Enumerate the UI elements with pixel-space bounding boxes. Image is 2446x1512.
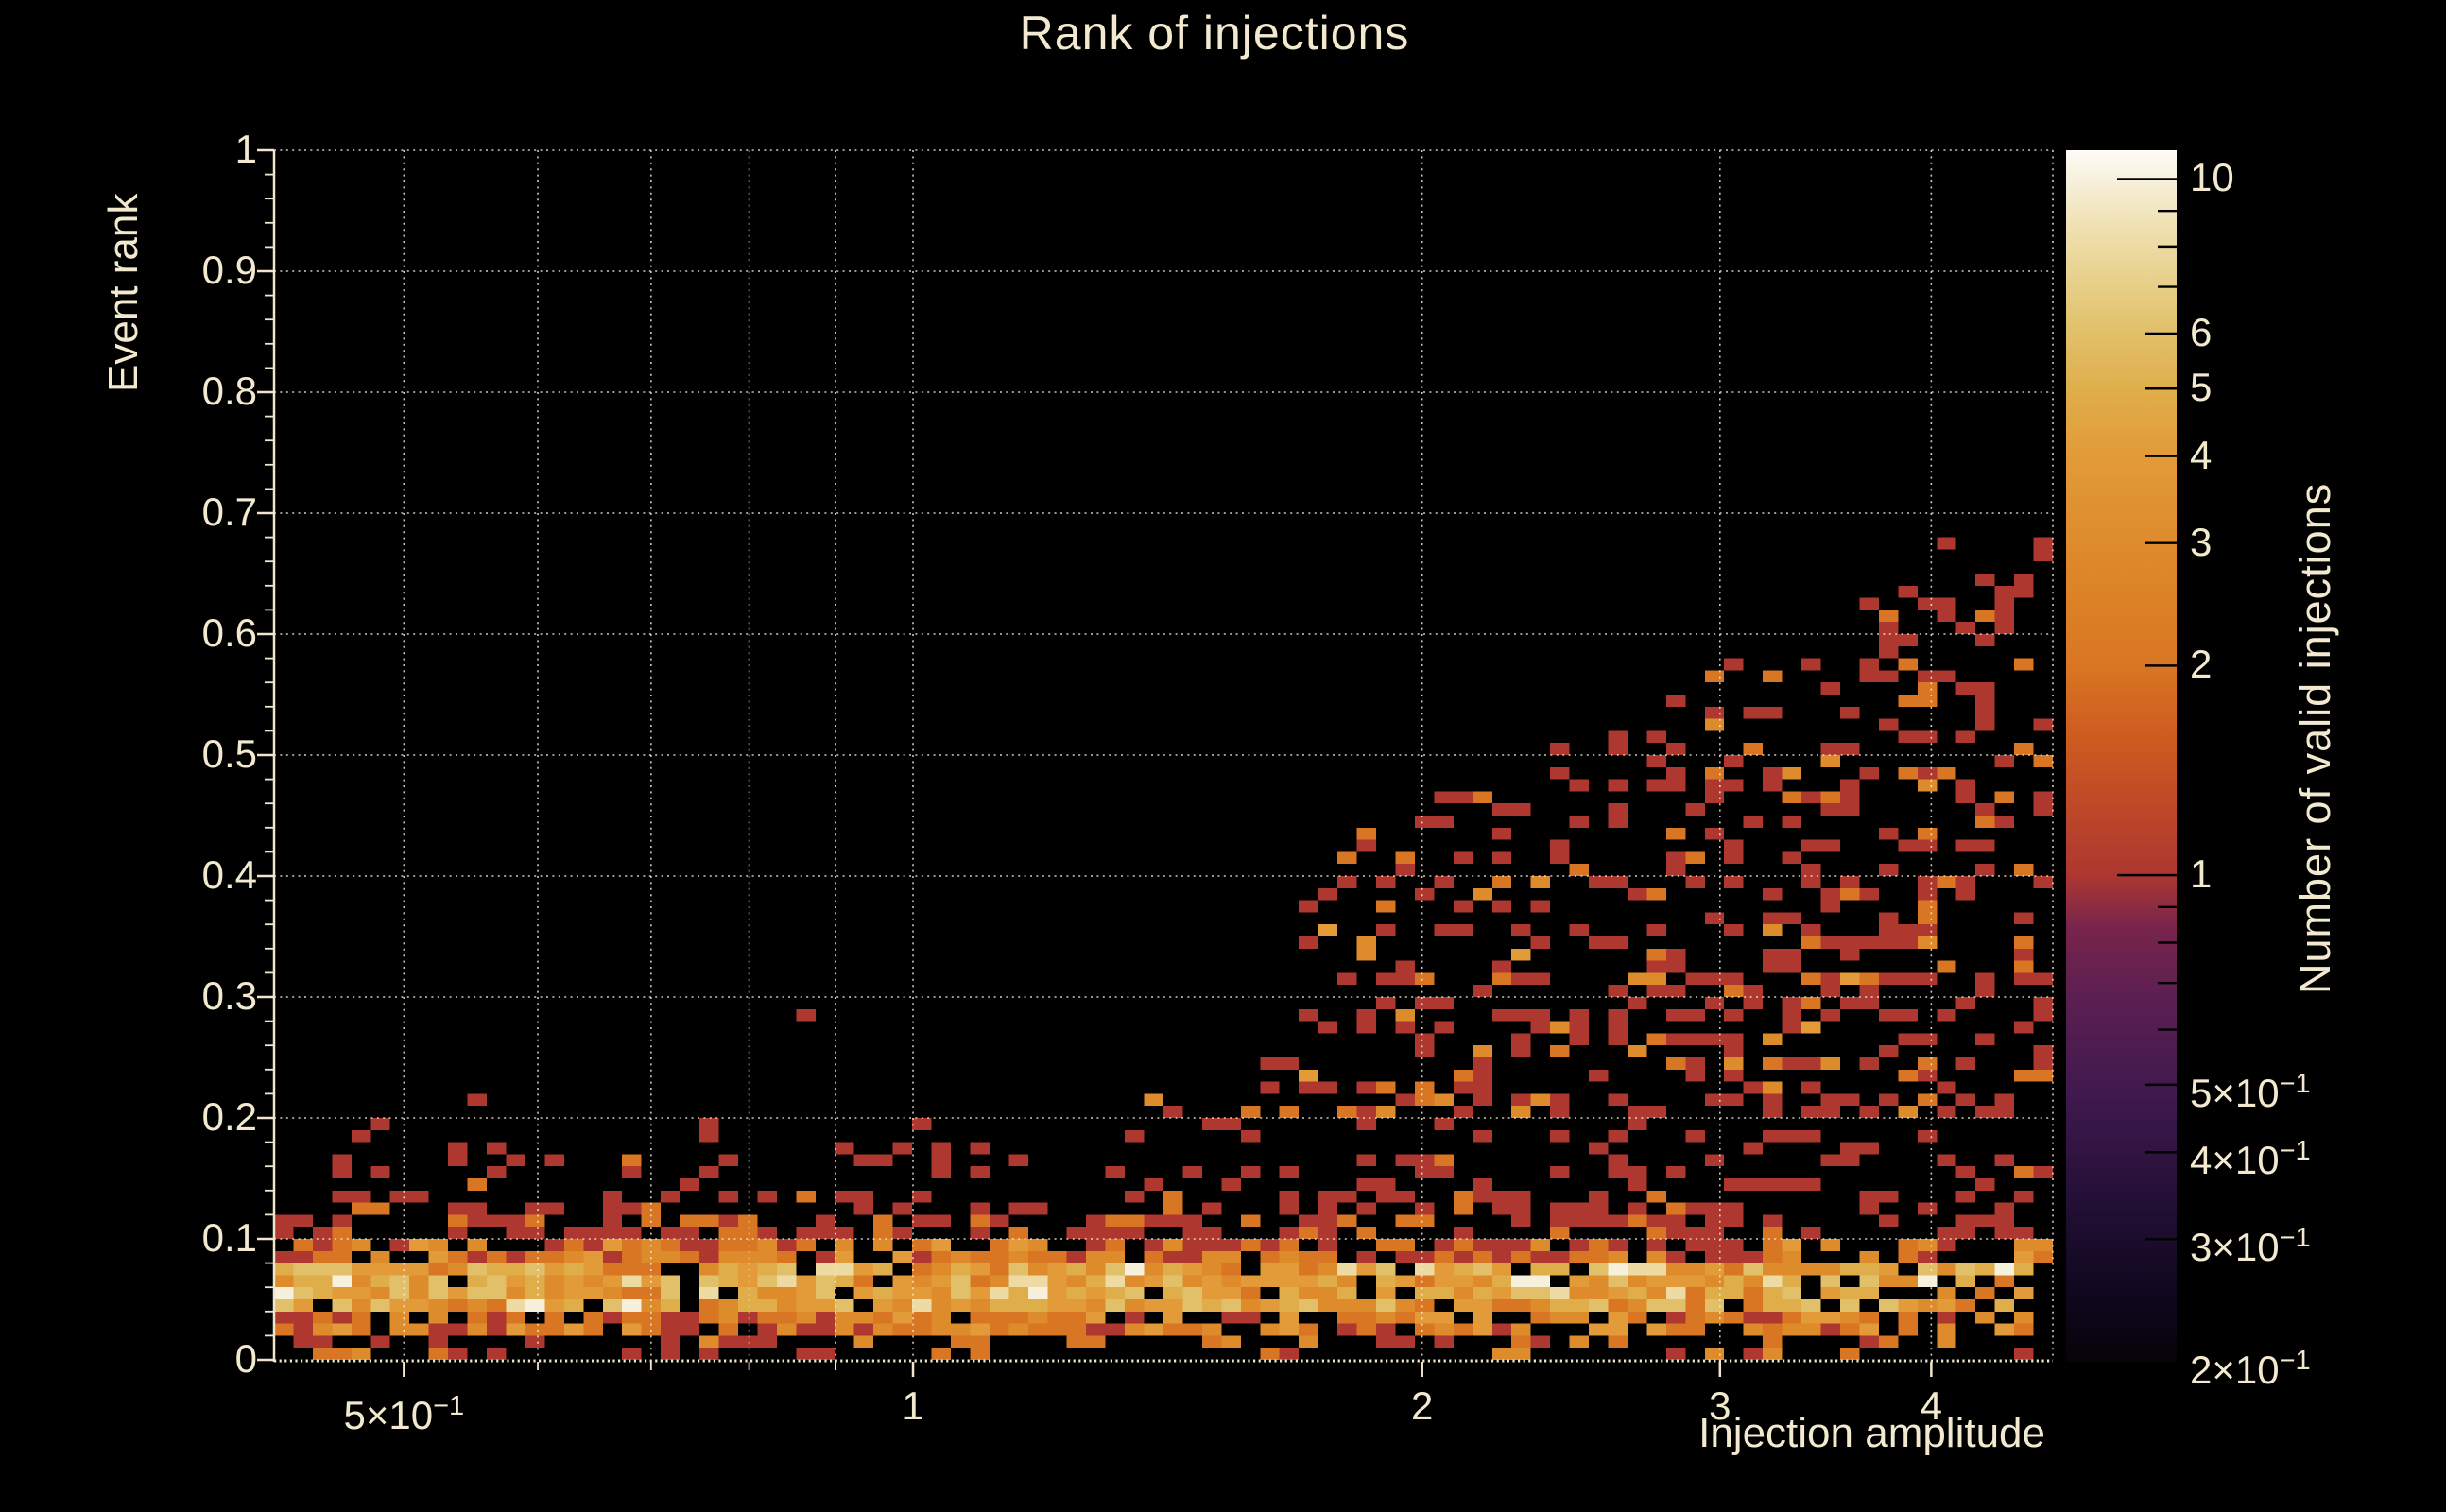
x-axis-title: Injection amplitude [1698,1410,2045,1456]
ylab-tick-label: 0 [234,1336,257,1381]
ylab-tick-label: 0.7 [201,490,257,534]
ylab-tick-label: 0.1 [201,1215,257,1260]
xlab-tick-label: 2 [1411,1383,1434,1428]
zlab-tick-label: 3×10−1 [2190,1223,2311,1270]
zlab-tick-label: 5 [2190,365,2213,410]
ylab-tick-label: 0.8 [201,369,257,413]
ylab-tick-label: 0.4 [201,852,257,897]
gridlines [274,149,2054,1360]
ylab-tick-label: 0.9 [201,248,257,292]
ylab-tick-label: 0.5 [201,731,257,776]
xlab-tick-label: 3 [1709,1383,1731,1428]
xlab-tick-label: 1 [902,1383,924,1428]
ylab-tick-label: 0.6 [201,610,257,655]
zlab-tick-label: 10 [2190,155,2234,200]
zlab-tick-label: 4×10−1 [2190,1136,2311,1183]
zlab-tick-label: 2×10−1 [2190,1346,2311,1392]
zlab-tick-label: 6 [2190,309,2213,354]
xlab-tick-label: 4 [1920,1383,1943,1428]
axes [257,148,2053,1377]
zlab-tick-label: 2 [2190,642,2213,687]
ylab-tick-label: 0.3 [201,973,257,1018]
zlab-tick-label: 5×10−1 [2190,1068,2311,1115]
colorbar-title: Number of valid injections [2291,482,2339,994]
ylab-tick-label: 1 [234,127,257,171]
xlab-tick-label: 5×10−1 [343,1391,465,1437]
colorbar [2066,150,2177,1362]
chart-title: Rank of injections [1019,7,1410,60]
ylab-tick-label: 0.2 [201,1094,257,1139]
heatmap-cells [274,537,2053,1360]
zlab-tick-label: 1 [2190,851,2213,897]
zlab-tick-label: 4 [2190,432,2213,477]
zlab-tick-label: 3 [2190,519,2213,564]
